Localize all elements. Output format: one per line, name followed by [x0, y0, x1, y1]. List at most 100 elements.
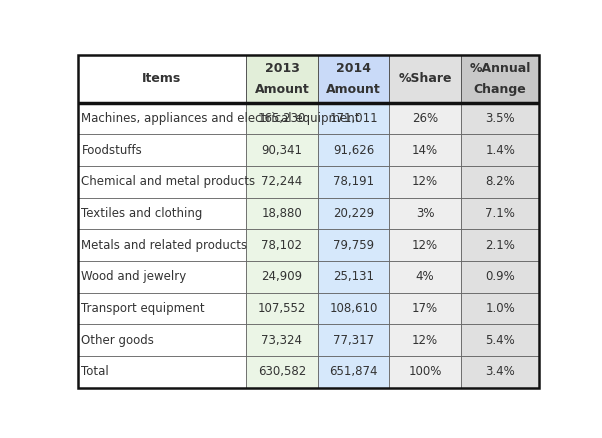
Bar: [318, 55, 389, 102]
Bar: [78, 293, 246, 324]
Text: Textiles and clothing: Textiles and clothing: [81, 207, 203, 220]
Text: 1.0%: 1.0%: [485, 302, 515, 315]
Text: 3%: 3%: [416, 207, 435, 220]
Text: 2.1%: 2.1%: [485, 239, 515, 251]
Bar: [246, 324, 318, 356]
Text: Metals and related products: Metals and related products: [81, 239, 247, 251]
Text: 12%: 12%: [412, 175, 438, 188]
Bar: [389, 229, 461, 261]
Bar: [318, 229, 389, 261]
Bar: [78, 324, 246, 356]
Text: 12%: 12%: [412, 333, 438, 346]
Bar: [389, 55, 461, 102]
Text: 651,874: 651,874: [329, 365, 378, 378]
Bar: [78, 229, 246, 261]
Bar: [461, 356, 539, 388]
Bar: [78, 102, 246, 134]
Bar: [246, 102, 318, 134]
Text: %Share: %Share: [399, 72, 452, 85]
Bar: [389, 198, 461, 229]
Text: %Annual
Change: %Annual Change: [470, 62, 531, 96]
Text: 20,229: 20,229: [333, 207, 374, 220]
Text: Other goods: Other goods: [81, 333, 154, 346]
Text: 78,191: 78,191: [333, 175, 374, 188]
Text: 3.5%: 3.5%: [485, 112, 515, 125]
Text: 5.4%: 5.4%: [485, 333, 515, 346]
Bar: [246, 55, 318, 102]
Text: Total: Total: [81, 365, 109, 378]
Bar: [318, 134, 389, 166]
Bar: [318, 261, 389, 293]
Bar: [78, 356, 246, 388]
Bar: [318, 102, 389, 134]
Bar: [461, 134, 539, 166]
Text: Wood and jewelry: Wood and jewelry: [81, 270, 187, 283]
Text: 18,880: 18,880: [262, 207, 302, 220]
Bar: [246, 261, 318, 293]
Bar: [246, 356, 318, 388]
Bar: [78, 166, 246, 198]
Bar: [461, 293, 539, 324]
Text: 78,102: 78,102: [261, 239, 302, 251]
Text: 91,626: 91,626: [333, 144, 374, 157]
Bar: [78, 198, 246, 229]
Bar: [389, 166, 461, 198]
Text: 14%: 14%: [412, 144, 438, 157]
Bar: [461, 166, 539, 198]
Bar: [389, 324, 461, 356]
Bar: [318, 356, 389, 388]
Text: 26%: 26%: [412, 112, 438, 125]
Text: 165,230: 165,230: [258, 112, 306, 125]
Text: 171,011: 171,011: [329, 112, 378, 125]
Bar: [461, 102, 539, 134]
Text: 17%: 17%: [412, 302, 438, 315]
Bar: [389, 261, 461, 293]
Text: 24,909: 24,909: [261, 270, 303, 283]
Text: Machines, appliances and electrical equipment: Machines, appliances and electrical equi…: [81, 112, 360, 125]
Bar: [318, 198, 389, 229]
Text: 2013
Amount: 2013 Amount: [255, 62, 309, 96]
Bar: [246, 293, 318, 324]
Text: Foodstuffs: Foodstuffs: [81, 144, 142, 157]
Bar: [461, 229, 539, 261]
Text: 77,317: 77,317: [333, 333, 374, 346]
Text: 4%: 4%: [416, 270, 435, 283]
Bar: [78, 134, 246, 166]
Text: 3.4%: 3.4%: [485, 365, 515, 378]
Bar: [389, 293, 461, 324]
Text: 1.4%: 1.4%: [485, 144, 515, 157]
Text: Chemical and metal products: Chemical and metal products: [81, 175, 256, 188]
Text: 630,582: 630,582: [258, 365, 306, 378]
Bar: [389, 356, 461, 388]
Text: 73,324: 73,324: [261, 333, 302, 346]
Text: 12%: 12%: [412, 239, 438, 251]
Text: 8.2%: 8.2%: [485, 175, 515, 188]
Bar: [461, 198, 539, 229]
Bar: [461, 55, 539, 102]
Bar: [389, 102, 461, 134]
Bar: [246, 134, 318, 166]
Text: Transport equipment: Transport equipment: [81, 302, 205, 315]
Text: 72,244: 72,244: [261, 175, 303, 188]
Bar: [246, 198, 318, 229]
Text: 0.9%: 0.9%: [485, 270, 515, 283]
Bar: [318, 293, 389, 324]
Text: 7.1%: 7.1%: [485, 207, 515, 220]
Bar: [318, 166, 389, 198]
Text: Items: Items: [142, 72, 181, 85]
Bar: [389, 134, 461, 166]
Text: 25,131: 25,131: [333, 270, 374, 283]
Text: 107,552: 107,552: [258, 302, 306, 315]
Bar: [78, 261, 246, 293]
Text: 100%: 100%: [409, 365, 442, 378]
Bar: [461, 324, 539, 356]
Bar: [246, 229, 318, 261]
Text: 108,610: 108,610: [329, 302, 377, 315]
Text: 90,341: 90,341: [261, 144, 302, 157]
Text: 2014
Amount: 2014 Amount: [326, 62, 381, 96]
Bar: [78, 55, 246, 102]
Text: 79,759: 79,759: [333, 239, 374, 251]
Bar: [246, 166, 318, 198]
Bar: [461, 261, 539, 293]
Bar: [318, 324, 389, 356]
